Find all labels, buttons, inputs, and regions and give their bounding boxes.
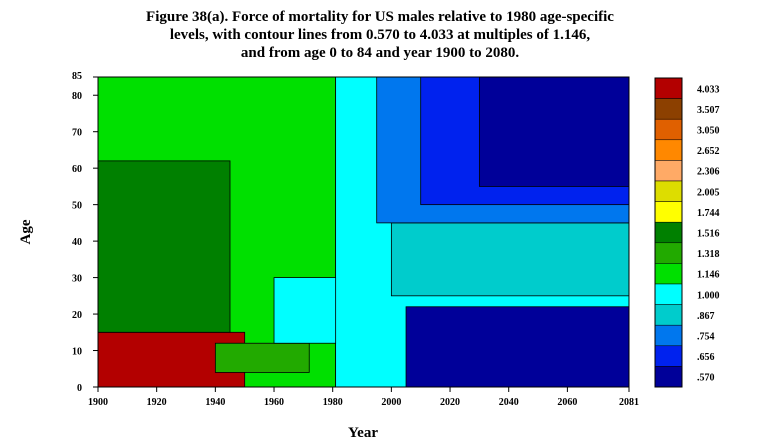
y-tick-label-5: 50 [72,201,82,212]
chart-title-line-3: and from age 0 to 84 and year 1900 to 20… [240,45,520,61]
legend-swatch-1 [654,98,683,120]
legend-swatch-8 [654,242,683,264]
legend-label-11: .867 [697,311,715,322]
contour-region-9 [273,277,337,344]
y-tick-label-9: 85 [72,71,82,82]
legend-swatch-11 [654,304,683,326]
contour-region-7 [97,160,231,333]
y-tick-label-2: 20 [72,310,82,321]
legend-label-9: 1.146 [697,270,720,281]
legend: 4.033 3.507 3.050 2.652 2.306 2.005 1.744 1.516… [654,77,720,388]
legend-swatch-6 [654,201,683,223]
legend-label-0: 4.033 [697,84,720,95]
y-tick-label-1: 10 [72,347,82,358]
chart-title: Figure 38(a). Force of mortality for US … [60,8,700,62]
legend-label-10: 1.000 [697,290,720,301]
legend-label-2: 3.050 [697,126,720,137]
legend-swatch-7 [654,221,683,244]
y-axis-label: Age [18,219,34,244]
legend-swatch-14 [654,366,683,388]
legend-frame [654,77,683,388]
legend-label-6: 1.744 [697,208,720,219]
plot-frame [97,76,630,388]
x-tick-label-5: 2000 [381,397,401,408]
y-tick-label-4: 40 [72,237,82,248]
legend-label-1: 3.507 [697,105,720,116]
y-tick-label-0: 0 [77,383,82,394]
legend-label-14: .570 [697,373,715,384]
legend-label-13: .656 [697,352,715,363]
y-tick-label-6: 60 [72,164,82,175]
legend-label-12: .754 [697,332,715,343]
x-tick-label-8: 2060 [557,397,577,408]
x-axis: 1900 1920 1940 1960 1980 2000 2020 2040 2060 2081 [88,387,639,408]
x-tick-label-2: 1940 [205,397,225,408]
x-tick-label-6: 2020 [440,397,460,408]
legend-swatch-12 [654,324,683,347]
x-tick-label-1: 1920 [147,397,167,408]
chart-title-line-1: Figure 38(a). Force of mortality for US … [146,9,614,25]
legend-swatch-4 [654,160,683,182]
x-tick-label-9: 2081 [619,397,639,408]
y-tick-label-3: 30 [72,274,82,285]
y-tick-label-7: 70 [72,128,82,139]
legend-swatch-10 [654,283,683,305]
plot-area [97,76,630,388]
contour-region-14 [405,306,630,388]
contour-region-10 [390,222,630,297]
y-axis: 0 10 20 30 40 50 60 70 80 85 [72,71,98,394]
legend-label-7: 1.516 [697,229,720,240]
x-tick-label-3: 1960 [264,397,284,408]
legend-label-5: 2.005 [697,187,720,198]
legend-label-3: 2.652 [697,146,720,157]
legend-swatch-9 [654,263,683,285]
legend-swatch-13 [654,345,683,367]
legend-swatch-0 [654,77,683,99]
legend-swatch-5 [654,180,683,202]
x-axis-label: Year [348,425,378,441]
contour-region-13 [478,76,630,187]
contour-region-8 [214,342,310,373]
x-tick-label-7: 2040 [499,397,519,408]
legend-label-4: 2.306 [697,167,720,178]
legend-label-8: 1.318 [697,249,720,260]
legend-swatch-3 [654,139,683,161]
y-tick-label-8: 80 [72,91,82,102]
x-tick-label-4: 1980 [323,397,343,408]
legend-swatch-2 [654,118,683,141]
chart-title-line-2: levels, with contour lines from 0.570 to… [169,27,591,43]
x-tick-label-0: 1900 [88,397,108,408]
